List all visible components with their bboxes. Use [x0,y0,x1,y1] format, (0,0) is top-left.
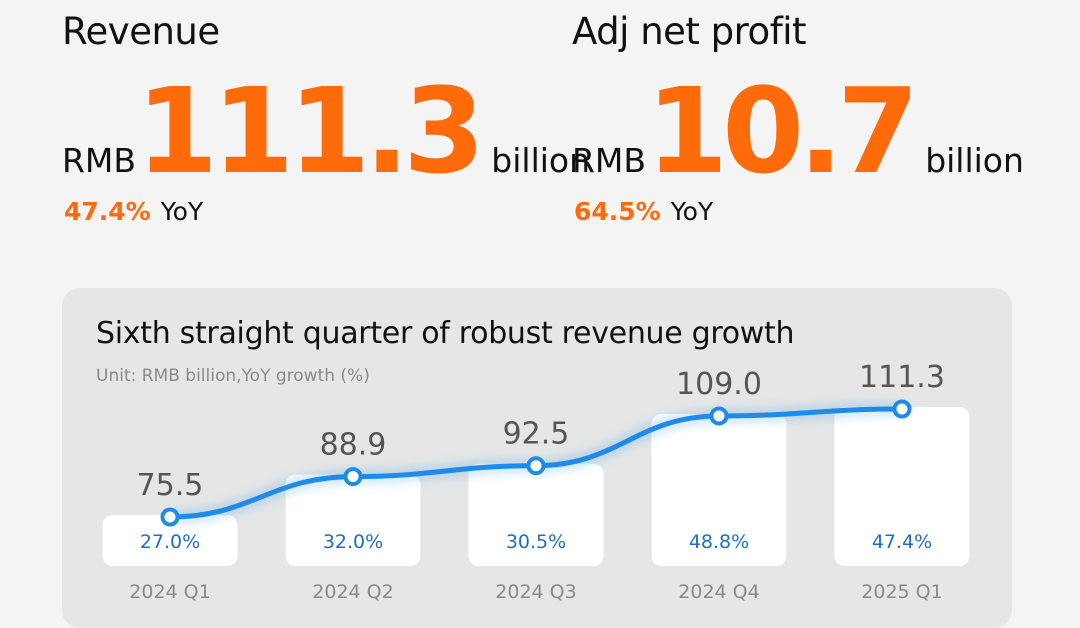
yoy-growth-label: 27.0% [140,531,200,553]
revenue-value-label: 109.0 [676,367,762,402]
revenue-yoy-label: YoY [160,197,204,226]
revenue-value-label: 92.5 [503,417,570,452]
revenue-point [343,467,363,487]
chart-unit-note: Unit: RMB billion,YoY growth (%) [96,366,370,386]
revenue-value-label: 88.9 [320,428,387,463]
net-profit-amount: RMB 10.7 billion [572,72,1024,190]
x-tick-label: 2024 Q2 [312,581,393,603]
revenue-point [709,406,729,426]
net-profit-currency: RMB [572,141,647,180]
revenue-label: Revenue [62,10,220,53]
x-tick-label: 2024 Q4 [678,581,759,603]
net-profit-value: 10.7 [646,62,919,200]
revenue-point [892,399,912,419]
revenue-value-label: 75.5 [137,468,204,503]
revenue-currency: RMB [62,141,137,180]
bar-2024-q3 [468,463,604,566]
bar-2025-q1 [834,407,970,566]
revenue-amount: RMB 111.3 billion [62,72,590,190]
chart-title: Sixth straight quarter of robust revenue… [96,316,795,351]
net-profit-yoy-label: YoY [670,197,714,226]
yoy-growth-label: 30.5% [506,531,566,553]
revenue-growth-chart-panel: Sixth straight quarter of robust revenue… [62,288,1012,628]
revenue-growth-chart: 27.0% 32.0% 30.5% 48.8% 47.4% 75.5 88.9 92.5 109… [102,360,970,603]
x-tick-label: 2024 Q3 [495,581,576,603]
x-tick-label: 2024 Q1 [129,581,210,603]
revenue-value-label: 111.3 [859,360,945,395]
net-profit-yoy: 64.5% YoY [574,197,713,226]
net-profit-unit: billion [925,141,1024,180]
revenue-yoy: 47.4% YoY [64,197,203,226]
yoy-growth-label: 47.4% [872,531,932,553]
revenue-value: 111.3 [136,62,485,200]
revenue-point [160,507,180,527]
bar-2024-q1 [102,515,238,566]
yoy-growth-label: 48.8% [689,531,749,553]
revenue-yoy-value: 47.4% [64,197,151,226]
bar-2024-q2 [285,474,421,566]
net-profit-label: Adj net profit [572,10,807,53]
yoy-growth-label: 32.0% [323,531,383,553]
net-profit-yoy-value: 64.5% [574,197,661,226]
x-tick-label: 2025 Q1 [861,581,942,603]
revenue-unit: billion [491,141,591,180]
bar-2024-q4 [651,413,787,566]
revenue-point [526,456,546,476]
